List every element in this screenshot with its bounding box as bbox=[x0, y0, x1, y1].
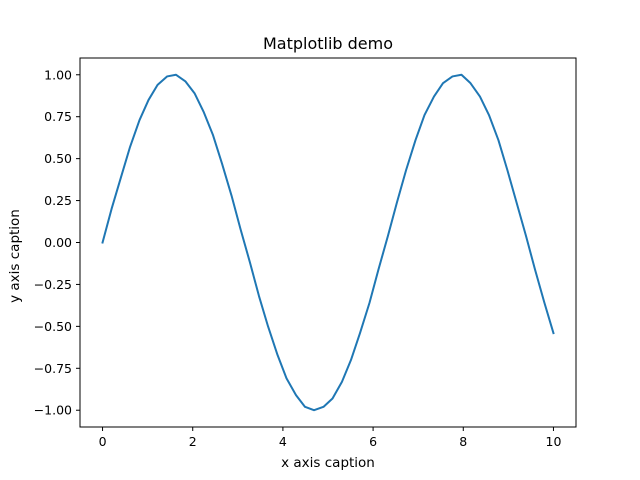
x-tick-label-5: 10 bbox=[546, 434, 562, 449]
x-tick-label-1: 2 bbox=[189, 434, 197, 449]
chart-title: Matplotlib demo bbox=[263, 34, 393, 53]
y-tick-label-3: −0.25 bbox=[34, 277, 72, 292]
x-tick-label-2: 4 bbox=[279, 434, 287, 449]
y-tick-label-1: −0.75 bbox=[34, 361, 72, 376]
x-tick-label-3: 6 bbox=[369, 434, 377, 449]
y-tick-label-0: −1.00 bbox=[34, 403, 72, 418]
plot-area: 0 2 4 6 8 10 −1.00 −0.75 −0.50 −0.25 0.00 0.25 0.50 0… bbox=[34, 57, 577, 449]
y-tick-label-6: 0.50 bbox=[44, 151, 72, 166]
y-tick-label-5: 0.25 bbox=[44, 193, 72, 208]
y-tick-label-2: −0.50 bbox=[34, 319, 72, 334]
y-tick-label-8: 1.00 bbox=[44, 67, 72, 82]
axes-frame bbox=[79, 57, 577, 428]
y-axis-label: y axis caption bbox=[7, 209, 23, 303]
x-tick-label-4: 8 bbox=[459, 434, 467, 449]
y-tick-label-7: 0.75 bbox=[44, 109, 72, 124]
series-line-0 bbox=[101, 73, 555, 412]
x-axis-label: x axis caption bbox=[281, 455, 375, 471]
y-tick-label-4: 0.00 bbox=[44, 235, 72, 250]
x-tick-label-0: 0 bbox=[99, 434, 107, 449]
